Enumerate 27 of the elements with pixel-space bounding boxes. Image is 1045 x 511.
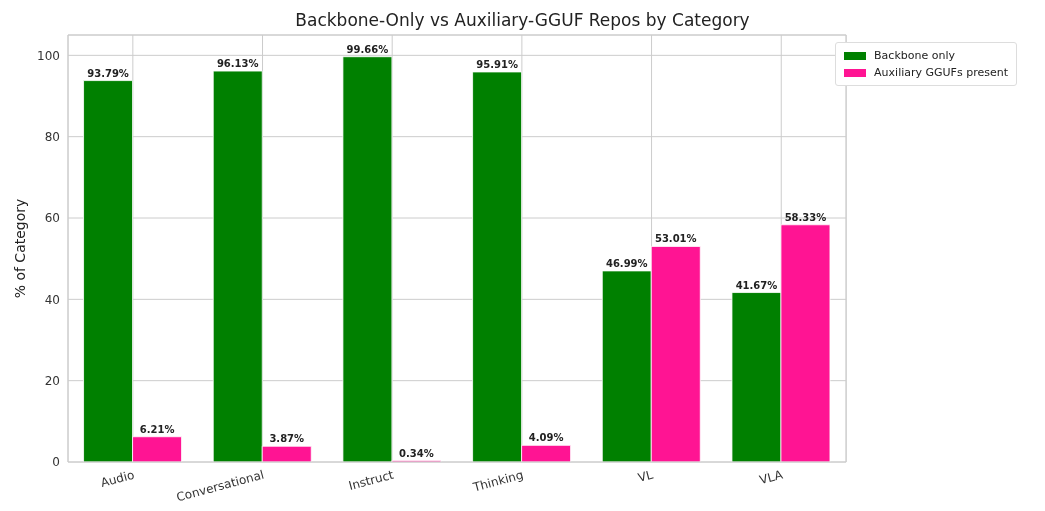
data-label: 99.66% <box>346 43 389 55</box>
data-label: 93.79% <box>87 67 129 79</box>
data-label: 6.21% <box>139 423 175 435</box>
x-tick-label: Audio <box>99 467 136 490</box>
legend-label: Backbone only <box>873 48 956 64</box>
y-tick-label: 60 <box>44 211 60 226</box>
data-label: 58.33% <box>784 211 827 223</box>
x-tick-label: Thinking <box>470 467 525 495</box>
y-axis-title: % of Category <box>11 198 28 299</box>
data-label: 53.01% <box>654 233 697 245</box>
data-label: 0.34% <box>399 447 434 459</box>
data-label: 96.13% <box>216 58 259 70</box>
y-tick-label: 100 <box>37 48 60 63</box>
x-tick-label: VLA <box>758 467 785 488</box>
chart-title: Backbone-Only vs Auxiliary-GGUF Repos by Category <box>294 9 751 32</box>
x-tick-label: VL <box>636 467 655 485</box>
y-tick-label: 80 <box>44 129 60 144</box>
y-tick-label: 40 <box>44 292 60 307</box>
data-label: 3.87% <box>269 433 305 445</box>
y-tick-label: 0 <box>52 455 60 470</box>
legend-label: Auxiliary GGUFs present <box>873 65 1008 81</box>
data-label: 4.09% <box>528 432 564 444</box>
data-label: 41.67% <box>735 279 778 291</box>
x-tick-label: Instruct <box>347 467 396 494</box>
y-tick-label: 20 <box>44 373 60 388</box>
data-label: 95.91% <box>476 58 518 70</box>
data-label: 46.99% <box>605 257 648 269</box>
